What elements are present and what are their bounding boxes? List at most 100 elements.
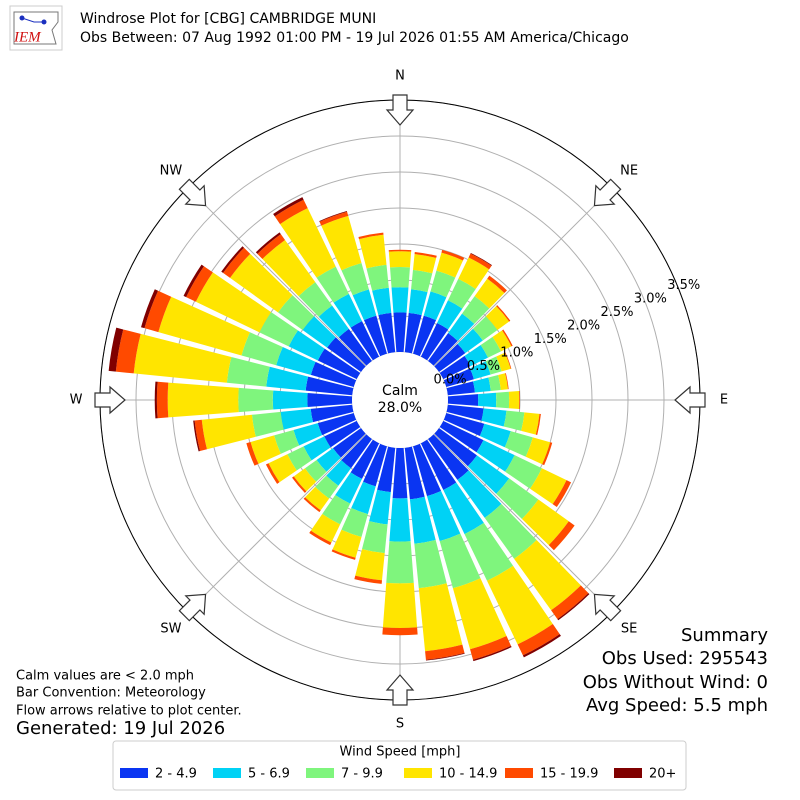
bar-segment — [423, 291, 447, 321]
y-tick-label: 2.5% — [600, 305, 633, 320]
flow-arrow — [178, 593, 207, 622]
bar-segment — [273, 197, 304, 217]
bar-segment — [369, 489, 391, 525]
grid-line — [187, 399, 401, 613]
bar-segment — [274, 199, 308, 225]
bar-segment — [430, 270, 456, 298]
y-tick-label: 1.5% — [534, 332, 567, 347]
bar-segment — [386, 541, 414, 584]
bar-segment — [542, 442, 553, 466]
bar-segment — [268, 454, 297, 483]
legend-box — [112, 740, 687, 791]
bar-segment — [251, 411, 284, 437]
bar-segment — [552, 480, 572, 507]
bar-segment — [303, 436, 331, 461]
bar-segment — [473, 316, 498, 341]
bar-segment — [425, 653, 465, 661]
bar-segment — [341, 262, 369, 296]
x-tick-label: SE — [621, 622, 637, 637]
plot-area: 0.0%0.5%1.0%1.5%2.0%2.5%3.0%3.5% N NE E SE S S… — [70, 69, 729, 732]
bar-segment — [535, 413, 541, 435]
bar-segment — [467, 455, 510, 494]
y-tick-label: 0.0% — [434, 372, 467, 387]
bar-segment — [505, 373, 509, 390]
legend-swatch — [306, 768, 334, 778]
bar-segment — [498, 373, 508, 390]
bar-segment — [443, 412, 485, 437]
bar-segment — [332, 529, 362, 558]
bar-segment — [133, 333, 232, 383]
x-tick-label: NE — [620, 163, 638, 178]
bar-segment — [272, 390, 308, 410]
calm-circle — [352, 352, 448, 448]
x-tick-label: E — [720, 393, 728, 408]
bar-segment — [358, 234, 387, 269]
bar-segment — [481, 408, 507, 427]
bar-segment — [292, 476, 307, 493]
bar-segment — [434, 343, 466, 372]
bar-segment — [195, 272, 272, 333]
bar-segment — [470, 636, 512, 660]
bar-segment — [377, 446, 396, 493]
bar-segment — [525, 437, 551, 465]
bar-segment — [391, 287, 409, 313]
bar-segment — [310, 404, 354, 423]
logo-line — [21, 17, 44, 23]
grid-line — [399, 399, 613, 613]
bar-segment — [518, 391, 520, 409]
bar-segment — [470, 361, 491, 380]
x-tick-label: N — [395, 69, 405, 84]
note: Calm values are < 2.0 mph — [16, 669, 194, 684]
bar-segment — [485, 306, 510, 330]
y-tick-label: 3.5% — [667, 278, 700, 293]
bar-segment — [366, 264, 389, 291]
legend: 2 - 4.9 5 - 6.9 7 - 9.9 10 - 14.9 15 - 19.9 2… — [120, 767, 676, 782]
bar-segment — [201, 414, 256, 450]
bar-segment — [458, 257, 490, 289]
legend-swatch — [614, 768, 642, 778]
bar-segment — [414, 251, 437, 258]
legend-label: 7 - 9.9 — [341, 767, 383, 782]
calm-title: Calm — [382, 383, 418, 399]
bar-segment — [266, 366, 309, 391]
bar-segment — [317, 412, 357, 436]
generated: Generated: 19 Jul 2026 — [16, 718, 225, 739]
bar-segment — [141, 289, 159, 329]
x-tick-label: S — [396, 717, 404, 732]
bar-segment — [193, 420, 200, 452]
bar-segment — [324, 420, 361, 448]
bar-segment — [476, 440, 515, 472]
bar-segment — [115, 329, 141, 374]
bar-segment — [480, 336, 501, 358]
bar-segment — [319, 211, 349, 226]
bar-segment — [447, 394, 479, 406]
bar-segment — [351, 481, 376, 515]
bar-segment — [439, 533, 481, 589]
bar-segment — [274, 429, 300, 454]
bar-segment — [276, 347, 316, 375]
bar-segment — [425, 644, 465, 660]
bar-segment — [502, 329, 513, 347]
bar-segment — [277, 295, 315, 330]
chart-subtitle: Obs Between: 07 Aug 1992 01:00 PM - 19 J… — [80, 30, 629, 46]
legend-label: 10 - 14.9 — [439, 767, 497, 782]
bar-segment — [288, 330, 325, 361]
bar-segment — [302, 316, 336, 348]
bar-segment — [409, 496, 436, 544]
flow-arrow — [385, 94, 415, 126]
summary: Obs Used: 295543 — [602, 648, 768, 669]
bar-segment — [436, 252, 464, 278]
y-tick-label: 2.0% — [567, 318, 600, 333]
bar-segment — [479, 423, 511, 448]
legend-label: 2 - 4.9 — [155, 767, 197, 782]
bar-segment — [158, 296, 250, 356]
bar-segment — [446, 381, 475, 396]
bar-segment — [226, 357, 270, 387]
bar-segment — [293, 468, 317, 492]
bar-segment — [331, 549, 356, 560]
grid-line — [399, 187, 613, 401]
bar-segment — [363, 315, 388, 357]
y-tick-label: 3.0% — [634, 291, 667, 306]
bar-segment — [156, 381, 169, 419]
